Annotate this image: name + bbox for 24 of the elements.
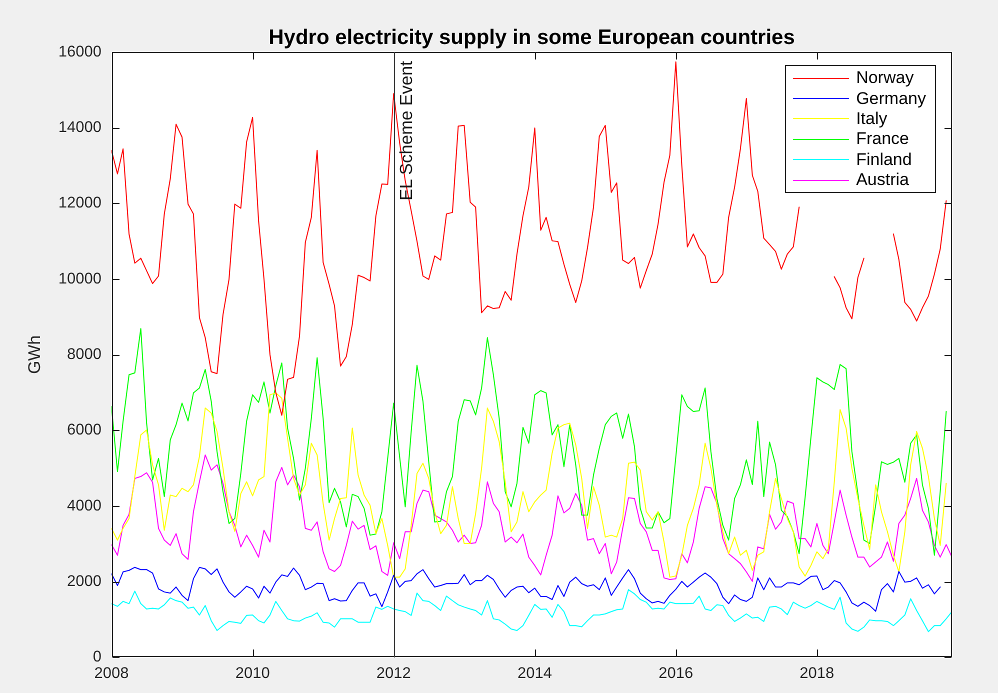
legend-label: Germany — [856, 88, 926, 109]
legend-label: Austria — [856, 170, 909, 190]
y-tick-label: 12000 — [58, 194, 102, 212]
x-tick-label: 2012 — [376, 664, 411, 682]
y-axis-title: GWh — [24, 335, 44, 374]
y-tick-label: 10000 — [58, 270, 102, 288]
chart-title: Hydro electricity supply in some European countries — [268, 26, 795, 49]
x-tick-label: 2010 — [235, 664, 270, 682]
y-tick-label: 16000 — [58, 43, 102, 60]
y-tick-label: 4000 — [67, 497, 102, 514]
ref-line-label: EL Scheme Event — [396, 60, 416, 200]
y-tick-label: 14000 — [58, 118, 102, 136]
legend-label: France — [856, 129, 909, 150]
x-tick-label: 2008 — [94, 664, 129, 682]
y-tick-label: 8000 — [67, 346, 102, 363]
y-tick-label: 6000 — [67, 422, 102, 439]
legend-label: Norway — [856, 68, 914, 88]
legend-label: Italy — [856, 108, 888, 129]
x-tick-label: 2016 — [658, 664, 694, 682]
y-tick-label: 0 — [92, 648, 102, 666]
legend-label: Finland — [856, 150, 912, 170]
x-tick-label: 2014 — [518, 664, 552, 682]
y-tick-label: 2000 — [67, 573, 102, 590]
x-tick-label: 2018 — [800, 664, 834, 682]
